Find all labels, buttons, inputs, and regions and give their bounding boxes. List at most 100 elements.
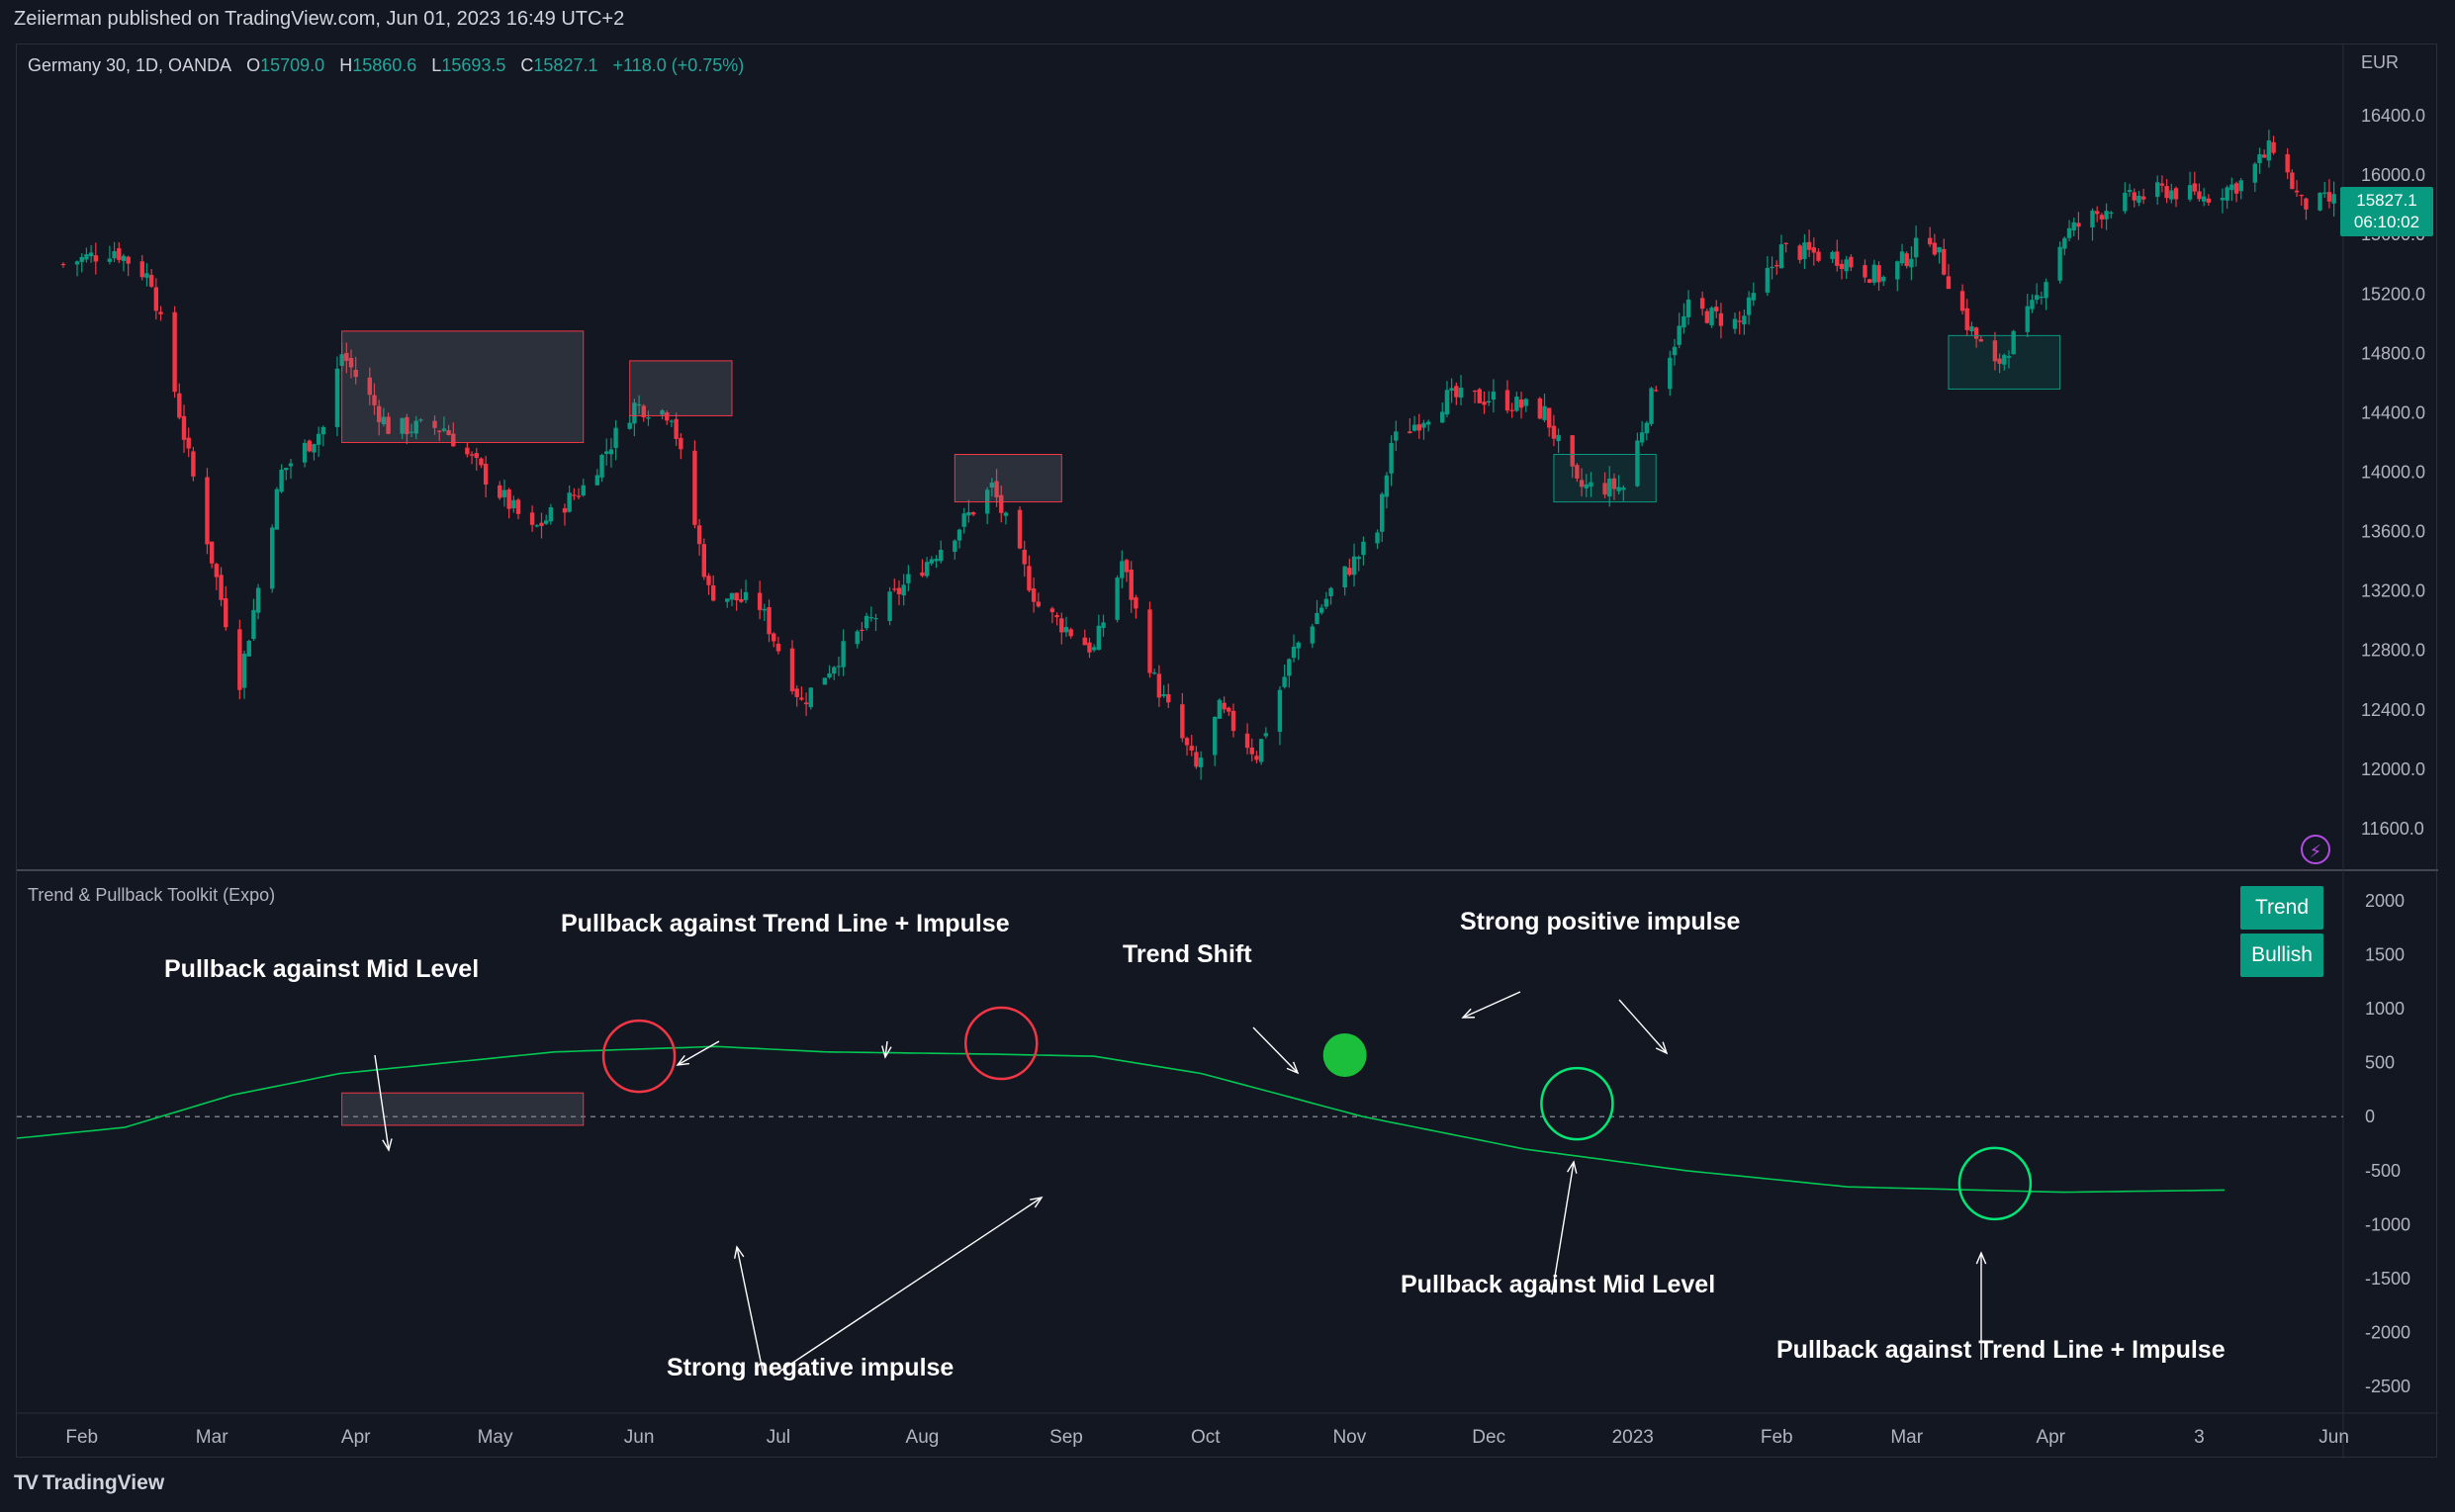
annotation-arrowhead [1286, 1061, 1300, 1075]
candle-body [367, 377, 372, 396]
highlight-zone [629, 360, 733, 416]
candle-body [139, 261, 144, 278]
candle-body [432, 420, 437, 428]
candle-body [1649, 388, 1654, 424]
candle-body [1551, 425, 1557, 439]
candle-body [799, 697, 804, 700]
price-tick-label: 13200.0 [2361, 581, 2425, 601]
candle-body [674, 418, 679, 439]
candle-body [1806, 241, 1812, 250]
osc-tick-label: -2000 [2365, 1323, 2410, 1343]
candle-body [543, 520, 549, 524]
symbol-name[interactable]: Germany 30, 1D, OANDA [28, 55, 232, 75]
candle-body [632, 402, 637, 424]
price-tick-label: 15200.0 [2361, 284, 2425, 304]
annotation-arrowhead [676, 1055, 689, 1066]
candle-body [636, 403, 642, 406]
osc-tick-label: -500 [2365, 1161, 2401, 1181]
change-value: +118.0 (+0.75%) [612, 55, 745, 75]
candle-body [405, 416, 409, 435]
candle-body [1347, 568, 1352, 576]
chart-canvas[interactable]: EUR 11600.0 12000.0 12400.0 12800.0 13200.0 13… [17, 44, 2438, 1459]
candle-body [181, 415, 187, 440]
candle-body [1849, 256, 1854, 268]
green-circle-marker [1957, 1146, 2033, 1221]
candle-body [762, 608, 768, 611]
candle-body [1194, 752, 1199, 767]
candle-body [860, 629, 864, 632]
candle-body [413, 420, 418, 434]
candle-body [251, 609, 256, 640]
candle-body [2290, 172, 2295, 190]
candle-body [209, 541, 215, 564]
candle-body [1184, 738, 1190, 746]
candle-body [1518, 399, 1524, 408]
candle-body [2294, 190, 2300, 193]
candle-body [1895, 261, 1900, 280]
candle-body [2099, 215, 2105, 220]
candle-body [2285, 153, 2290, 173]
candle-body [126, 256, 131, 264]
candle-body [1254, 756, 1259, 760]
candle-body [2155, 182, 2160, 198]
candle-body [1765, 267, 1771, 293]
close-value: 15827.1 [533, 55, 598, 75]
candle-body [2225, 187, 2229, 201]
candle-body [1068, 629, 1073, 637]
candle-body [534, 525, 539, 527]
candle-body [274, 489, 280, 530]
candle-body [2057, 246, 2062, 281]
candle-body [827, 673, 832, 678]
candle-body [1087, 642, 1092, 653]
candle-body [1751, 293, 1756, 301]
candle-body [803, 702, 809, 705]
candle-body [1258, 739, 1264, 762]
red-circle-marker [964, 1006, 1039, 1081]
price-tick-label: 14800.0 [2361, 343, 2425, 363]
candle-body [93, 255, 99, 262]
candle-body [1323, 598, 1329, 607]
candle-body [1486, 400, 1492, 403]
highlight-zone [954, 453, 1062, 503]
candle-body [107, 258, 113, 262]
candle-body [469, 454, 475, 456]
candle-body [153, 287, 159, 311]
lightning-icon[interactable]: ⚡ [2301, 835, 2330, 864]
candle-body [594, 475, 600, 486]
candle-body [1054, 615, 1059, 618]
candle-body [2261, 154, 2267, 158]
candle-body [334, 368, 340, 427]
time-tick-label: 3 [2194, 1427, 2205, 1448]
candle-body [1115, 578, 1120, 620]
time-tick-label: Jun [2319, 1427, 2349, 1448]
candle-body [1579, 480, 1585, 488]
candle-body [2238, 180, 2243, 192]
last-price: 15827.1 [2356, 191, 2417, 210]
candle-body [1189, 746, 1194, 751]
candle-body [1783, 242, 1788, 244]
tradingview-brand[interactable]: TV TradingView [14, 1471, 164, 1495]
annotation-arrow [1618, 999, 1668, 1054]
candle-body [437, 430, 442, 432]
annotation-arrowhead [1461, 1008, 1476, 1019]
candle-body [1672, 346, 1678, 356]
candle-body [1714, 307, 1719, 311]
annotation-arrowhead [382, 1138, 393, 1152]
candle-body [1444, 390, 1450, 415]
candle-body [2233, 183, 2239, 194]
candle-body [1411, 424, 1417, 431]
candle-body [2271, 141, 2276, 153]
candle-body [1964, 308, 1969, 330]
candle-body [1227, 707, 1231, 712]
candle-body [2173, 188, 2179, 200]
candle-body [1709, 308, 1714, 325]
candle-body [1830, 251, 1835, 259]
indicator-title[interactable]: Trend & Pullback Toolkit (Expo) [28, 885, 276, 905]
candle-body [2229, 184, 2234, 191]
candle-body [892, 588, 897, 590]
open-value: 15709.0 [260, 55, 325, 75]
candle-body [1310, 626, 1315, 644]
candle-body [2322, 192, 2327, 194]
price-tick-label: 12000.0 [2361, 759, 2425, 779]
osc-tick-label: -1500 [2365, 1269, 2410, 1289]
